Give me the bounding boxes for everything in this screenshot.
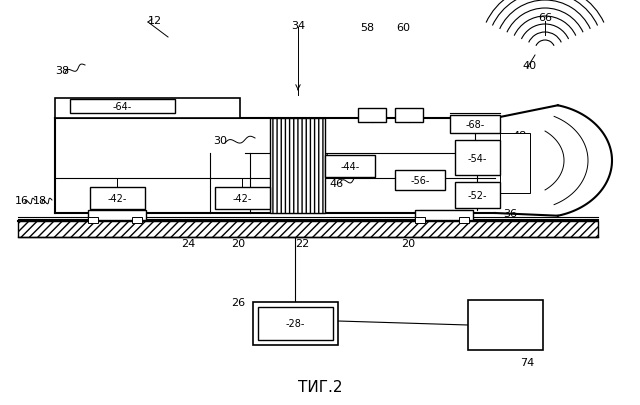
Bar xyxy=(450,116,500,134)
Text: 22: 22 xyxy=(295,239,309,248)
Bar xyxy=(215,188,270,209)
Text: -28-: -28- xyxy=(286,319,305,329)
Text: -56-: -56- xyxy=(410,175,429,185)
Text: -42-: -42- xyxy=(233,194,252,203)
Bar xyxy=(90,188,145,209)
Bar xyxy=(455,141,500,175)
Text: 36: 36 xyxy=(503,209,517,218)
Text: 38: 38 xyxy=(55,66,69,76)
Text: -42-: -42- xyxy=(108,194,127,203)
Text: 32: 32 xyxy=(315,153,329,162)
Text: -52-: -52- xyxy=(468,190,487,200)
Bar xyxy=(88,217,98,224)
Text: 24: 24 xyxy=(181,239,195,248)
Text: 18: 18 xyxy=(33,196,47,205)
Text: 34: 34 xyxy=(291,21,305,31)
Text: 30: 30 xyxy=(213,136,227,146)
Bar xyxy=(18,222,598,237)
Text: -44-: -44- xyxy=(340,162,360,172)
Text: 66: 66 xyxy=(538,13,552,23)
Bar xyxy=(459,217,469,224)
Bar xyxy=(500,134,530,194)
Text: -64-: -64- xyxy=(113,102,132,112)
Text: 12: 12 xyxy=(148,16,162,26)
Bar xyxy=(70,100,175,114)
Text: 58: 58 xyxy=(360,23,374,33)
Text: 74: 74 xyxy=(520,357,534,367)
Text: ΤИГ.2: ΤИГ.2 xyxy=(298,379,342,394)
Text: 60: 60 xyxy=(396,23,410,33)
Text: 16: 16 xyxy=(15,196,29,205)
Bar xyxy=(455,183,500,209)
Text: 46: 46 xyxy=(330,179,344,189)
Bar xyxy=(88,211,146,220)
Text: -68-: -68- xyxy=(465,120,484,130)
Bar xyxy=(325,156,375,177)
Bar xyxy=(55,99,240,119)
Text: 48: 48 xyxy=(513,131,527,141)
Text: 26: 26 xyxy=(231,297,245,307)
Text: 20: 20 xyxy=(401,239,415,248)
Bar xyxy=(258,307,333,340)
Bar xyxy=(415,211,473,220)
Bar xyxy=(395,171,445,190)
Bar xyxy=(358,109,386,123)
Text: 50: 50 xyxy=(401,179,415,189)
Bar xyxy=(395,109,423,123)
Text: 20: 20 xyxy=(231,239,245,248)
Bar xyxy=(270,119,325,213)
Text: 40: 40 xyxy=(523,61,537,71)
Bar xyxy=(132,217,142,224)
Text: -54-: -54- xyxy=(468,153,487,163)
Bar xyxy=(415,217,425,224)
Bar xyxy=(468,300,543,350)
Bar xyxy=(253,302,338,345)
